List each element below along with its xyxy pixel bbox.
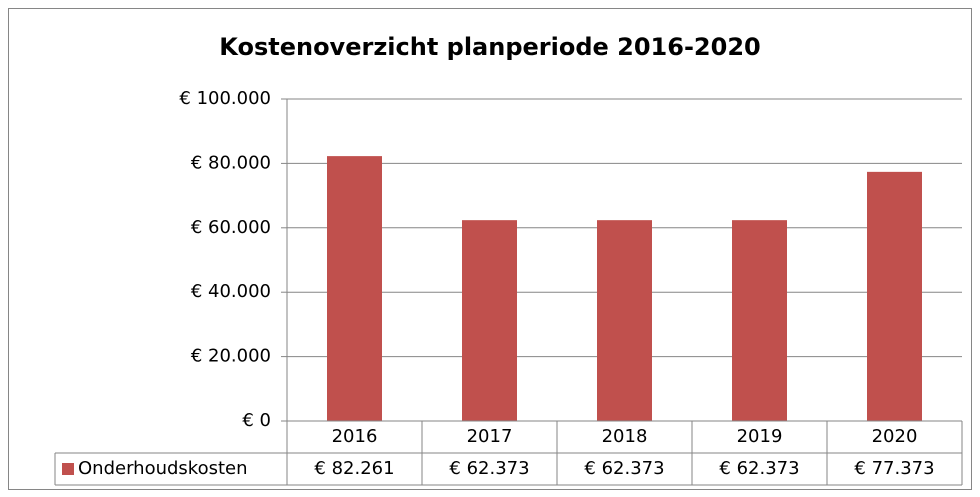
bar: [732, 220, 787, 421]
y-tick-label: € 60.000: [191, 217, 271, 238]
x-tick-label: 2020: [872, 426, 918, 447]
legend-swatch: [62, 463, 74, 475]
table-value: € 77.373: [854, 458, 934, 479]
bar: [867, 171, 922, 421]
bar: [597, 220, 652, 421]
x-tick-label: 2017: [467, 426, 513, 447]
bar: [462, 220, 517, 421]
y-tick-label: € 40.000: [191, 281, 271, 302]
legend-label: Onderhoudskosten: [78, 458, 248, 479]
y-tick-label: € 20.000: [191, 346, 271, 367]
y-tick-label: € 0: [242, 410, 271, 431]
table-value: € 62.373: [584, 458, 664, 479]
table-value: € 82.261: [314, 458, 394, 479]
x-tick-label: 2019: [737, 426, 783, 447]
x-tick-label: 2016: [332, 426, 378, 447]
x-tick-label: 2018: [602, 426, 648, 447]
chart-title: Kostenoverzicht planperiode 2016-2020: [219, 33, 760, 61]
y-tick-label: € 100.000: [179, 88, 271, 109]
table-value: € 62.373: [719, 458, 799, 479]
table-value: € 62.373: [449, 458, 529, 479]
y-tick-label: € 80.000: [191, 152, 271, 173]
bar: [327, 156, 382, 422]
